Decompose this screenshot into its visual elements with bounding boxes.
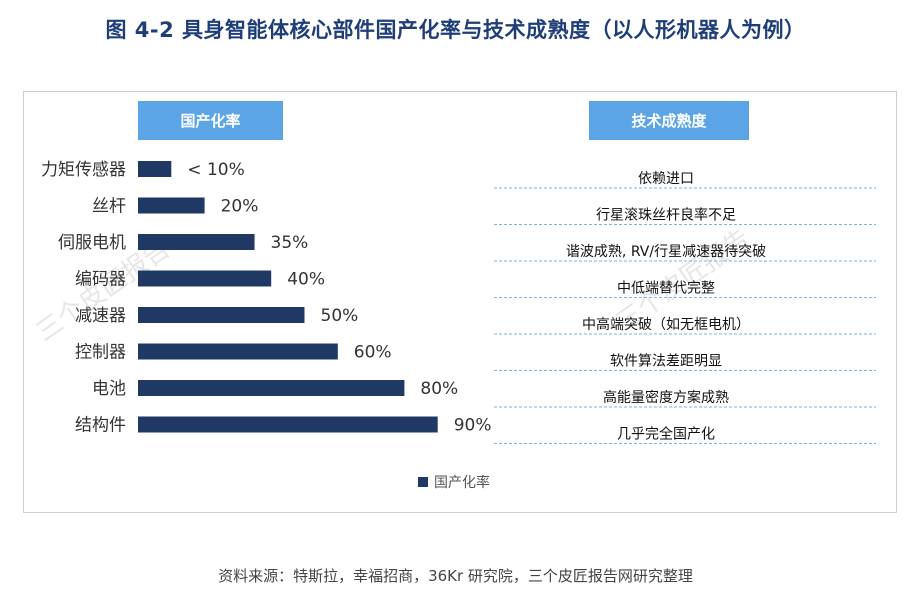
bar [138,380,405,396]
maturity-label: 几乎完全国产化 [617,426,715,443]
value-label: 40% [287,270,325,290]
bar [138,197,205,214]
category-label: 结构件 [75,416,126,436]
value-label: 35% [271,233,309,253]
bar [138,343,338,360]
value-label: 80% [420,379,458,399]
maturity-label: 软件算法差距明显 [610,354,722,370]
maturity-label: 中高端突破（如无框电机） [582,316,750,333]
value-label: 60% [354,343,392,363]
maturity-label: 行星滚珠丝杆良率不足 [596,207,736,224]
category-label: 力矩传感器 [41,160,126,180]
maturity-label: 依赖进口 [638,171,694,187]
source-note: 资料来源：特斯拉，幸福招商，36Kr 研究院，三个皮匠报告网研究整理 [218,567,693,585]
category-label: 丝杆 [92,197,126,217]
legend-label: 国产化率 [434,474,490,491]
header-tech-maturity: 技术成熟度 [589,101,749,140]
category-label: 电池 [92,379,126,399]
maturity-label: 高能量密度方案成熟 [603,389,729,406]
bar [138,161,172,177]
header-localization-rate: 国产化率 [138,101,283,140]
legend-swatch [418,477,428,487]
maturity-label: 谐波成熟, RV/行星减速器待突破 [566,244,766,260]
value-label: 50% [321,306,359,326]
bar [138,270,272,287]
page-title: 图 4-2 具身智能体核心部件国产化率与技术成熟度（以人形机器人为例） [105,18,806,42]
category-label: 减速器 [75,306,126,326]
chart-frame: 国产化率 技术成熟度 三个皮匠报告 三个皮匠报告 力矩传感器 < 10% 依赖进口 丝杆 2… [23,91,897,513]
value-label: < 10% [187,160,244,180]
bar [138,234,255,250]
category-label: 控制器 [75,343,126,363]
value-label: 20% [221,197,259,217]
category-label: 伺服电机 [58,233,126,253]
value-label: 90% [454,416,492,436]
bar [138,416,438,433]
maturity-label: 中低端替代完整 [617,281,715,297]
category-label: 编码器 [75,270,126,290]
bar [138,307,305,323]
